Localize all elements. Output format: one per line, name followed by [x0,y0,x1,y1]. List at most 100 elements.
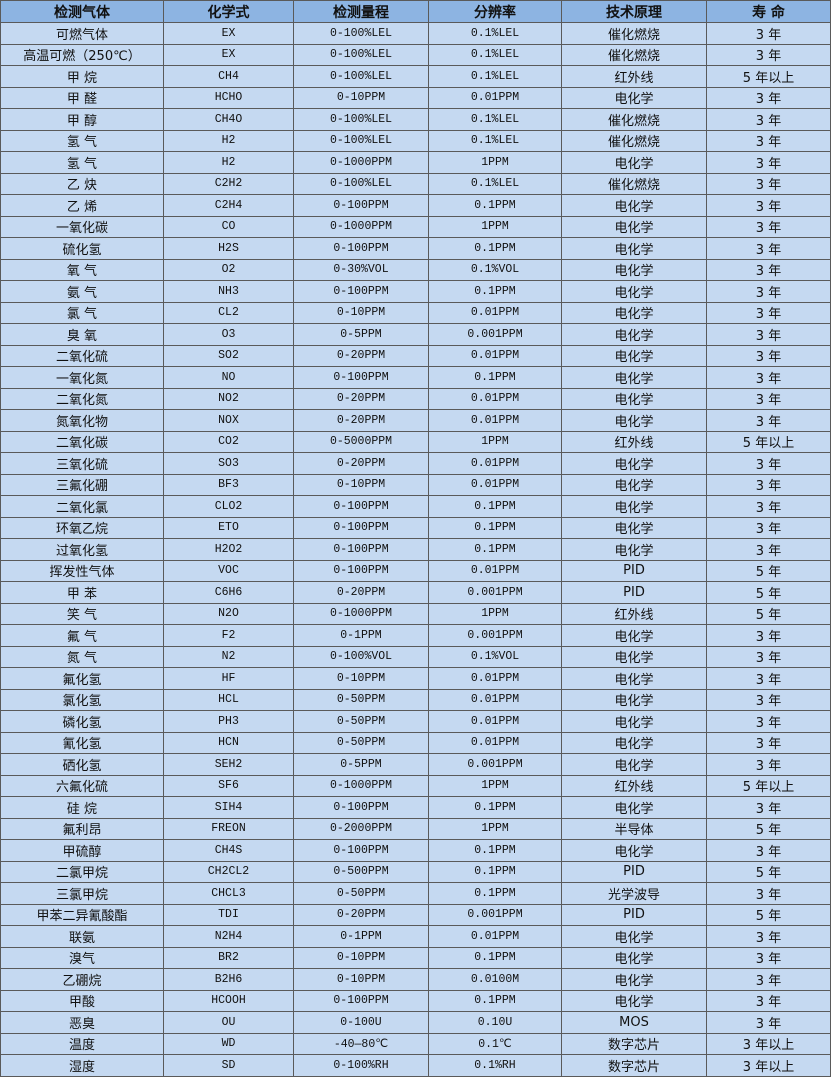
cell-principle: 数字芯片 [561,1032,707,1055]
cell-lifespan: 5 年以上 [706,774,831,797]
cell-principle: 电化学 [561,968,707,991]
cell-range: 0-5PPM [293,753,429,776]
cell-lifespan: 3 年 [706,882,831,905]
table-row: 过氧化氢 H2O2 0-100PPM 0.1PPM 电化学 3 年 [0,538,831,561]
cell-gas-name: 联氨 [0,925,164,948]
cell-principle: 电化学 [561,495,707,518]
cell-principle: 电化学 [561,946,707,969]
cell-range: 0-100PPM [293,559,429,582]
cell-resolution: 0.1PPM [428,989,562,1012]
table-row: 甲 烷 CH4 0-100%LEL 0.1%LEL 红外线 5 年以上 [0,65,831,88]
cell-gas-name: 恶臭 [0,1011,164,1034]
cell-range: 0-100PPM [293,516,429,539]
table-row: 氮氧化物 NOX 0-20PPM 0.01PPM 电化学 3 年 [0,409,831,432]
cell-formula: C2H2 [163,172,294,195]
cell-formula: HCHO [163,86,294,109]
cell-principle: PID [561,903,707,926]
cell-formula: B2H6 [163,968,294,991]
cell-resolution: 0.1PPM [428,194,562,217]
cell-range: 0-100%LEL [293,108,429,131]
cell-gas-name: 一氧化碳 [0,215,164,238]
cell-formula: H2S [163,237,294,260]
cell-gas-name: 氢 气 [0,129,164,152]
cell-range: 0-50PPM [293,710,429,733]
cell-lifespan: 5 年 [706,559,831,582]
cell-resolution: 0.1%LEL [428,108,562,131]
cell-lifespan: 3 年 [706,301,831,324]
cell-gas-name: 氯 气 [0,301,164,324]
cell-range: -40—80℃ [293,1032,429,1055]
cell-resolution: 0.1%LEL [428,65,562,88]
cell-range: 0-100PPM [293,280,429,303]
cell-gas-name: 甲硫醇 [0,839,164,862]
table-row: 硅 烷 SIH4 0-100PPM 0.1PPM 电化学 3 年 [0,796,831,819]
cell-formula: N2O [163,602,294,625]
cell-resolution: 0.1PPM [428,946,562,969]
cell-resolution: 0.1%LEL [428,43,562,66]
cell-resolution: 0.1PPM [428,237,562,260]
cell-principle: 电化学 [561,516,707,539]
cell-lifespan: 3 年 [706,452,831,475]
cell-formula: VOC [163,559,294,582]
cell-resolution: 0.1%RH [428,1054,562,1077]
cell-principle: 电化学 [561,796,707,819]
cell-range: 0-10PPM [293,301,429,324]
cell-range: 0-100PPM [293,237,429,260]
cell-formula: O3 [163,323,294,346]
cell-formula: OU [163,1011,294,1034]
table-row: 臭 氧 O3 0-5PPM 0.001PPM 电化学 3 年 [0,323,831,346]
table-row: 恶臭 OU 0-100U 0.10U MOS 3 年 [0,1011,831,1034]
table-row: 甲 苯 C6H6 0-20PPM 0.001PPM PID 5 年 [0,581,831,604]
table-row: 一氧化氮 NO 0-100PPM 0.1PPM 电化学 3 年 [0,366,831,389]
cell-formula: N2 [163,645,294,668]
header-lifespan: 寿 命 [706,0,831,23]
cell-principle: 电化学 [561,473,707,496]
cell-principle: 电化学 [561,452,707,475]
cell-resolution: 0.001PPM [428,753,562,776]
cell-principle: 红外线 [561,430,707,453]
cell-formula: C2H4 [163,194,294,217]
table-row: 乙 烯 C2H4 0-100PPM 0.1PPM 电化学 3 年 [0,194,831,217]
cell-principle: 电化学 [561,301,707,324]
cell-formula: H2 [163,129,294,152]
cell-range: 0-1000PPM [293,774,429,797]
cell-principle: 催化燃烧 [561,108,707,131]
cell-resolution: 0.01PPM [428,710,562,733]
table-row: 二氧化硫 SO2 0-20PPM 0.01PPM 电化学 3 年 [0,344,831,367]
cell-lifespan: 3 年 [706,839,831,862]
cell-resolution: 1PPM [428,774,562,797]
table-row: 三氧化硫 SO3 0-20PPM 0.01PPM 电化学 3 年 [0,452,831,475]
cell-principle: 电化学 [561,151,707,174]
cell-gas-name: 三氟化硼 [0,473,164,496]
cell-gas-name: 可燃气体 [0,22,164,45]
cell-range: 0-2000PPM [293,817,429,840]
cell-principle: 催化燃烧 [561,43,707,66]
cell-range: 0-100%LEL [293,129,429,152]
table-row: 可燃气体 EX 0-100%LEL 0.1%LEL 催化燃烧 3 年 [0,22,831,45]
cell-gas-name: 氟 气 [0,624,164,647]
cell-gas-name: 氮 气 [0,645,164,668]
cell-formula: NOX [163,409,294,432]
cell-resolution: 0.1PPM [428,366,562,389]
cell-lifespan: 3 年 [706,151,831,174]
cell-resolution: 0.1PPM [428,516,562,539]
cell-resolution: 1PPM [428,151,562,174]
cell-range: 0-5000PPM [293,430,429,453]
cell-principle: 电化学 [561,409,707,432]
cell-formula: SO3 [163,452,294,475]
cell-gas-name: 一氧化氮 [0,366,164,389]
table-row: 环氧乙烷 ETO 0-100PPM 0.1PPM 电化学 3 年 [0,516,831,539]
cell-formula: H2O2 [163,538,294,561]
cell-gas-name: 二氧化氮 [0,387,164,410]
cell-resolution: 0.001PPM [428,624,562,647]
cell-range: 0-20PPM [293,344,429,367]
cell-lifespan: 3 年 [706,237,831,260]
cell-gas-name: 氧 气 [0,258,164,281]
cell-lifespan: 3 年 [706,215,831,238]
cell-gas-name: 氯化氢 [0,688,164,711]
cell-lifespan: 3 年 [706,129,831,152]
cell-principle: PID [561,559,707,582]
cell-formula: ETO [163,516,294,539]
cell-principle: 电化学 [561,839,707,862]
cell-gas-name: 磷化氢 [0,710,164,733]
